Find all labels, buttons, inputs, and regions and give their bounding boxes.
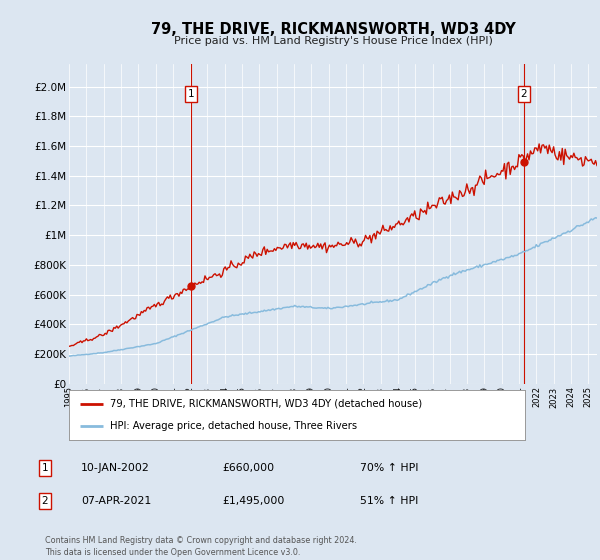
Text: 07-APR-2021: 07-APR-2021 xyxy=(81,496,151,506)
Text: 70% ↑ HPI: 70% ↑ HPI xyxy=(360,463,419,473)
Text: 2: 2 xyxy=(520,89,527,99)
Text: 51% ↑ HPI: 51% ↑ HPI xyxy=(360,496,418,506)
Text: HPI: Average price, detached house, Three Rivers: HPI: Average price, detached house, Thre… xyxy=(110,421,357,431)
Text: 79, THE DRIVE, RICKMANSWORTH, WD3 4DY: 79, THE DRIVE, RICKMANSWORTH, WD3 4DY xyxy=(151,22,515,38)
Text: Contains HM Land Registry data © Crown copyright and database right 2024.
This d: Contains HM Land Registry data © Crown c… xyxy=(45,536,357,557)
Text: 1: 1 xyxy=(41,463,49,473)
Text: £1,495,000: £1,495,000 xyxy=(222,496,284,506)
Text: 10-JAN-2002: 10-JAN-2002 xyxy=(81,463,150,473)
Text: 79, THE DRIVE, RICKMANSWORTH, WD3 4DY (detached house): 79, THE DRIVE, RICKMANSWORTH, WD3 4DY (d… xyxy=(110,399,422,409)
Text: 1: 1 xyxy=(188,89,194,99)
Text: 2: 2 xyxy=(41,496,49,506)
Text: £660,000: £660,000 xyxy=(222,463,274,473)
Text: Price paid vs. HM Land Registry's House Price Index (HPI): Price paid vs. HM Land Registry's House … xyxy=(173,36,493,46)
